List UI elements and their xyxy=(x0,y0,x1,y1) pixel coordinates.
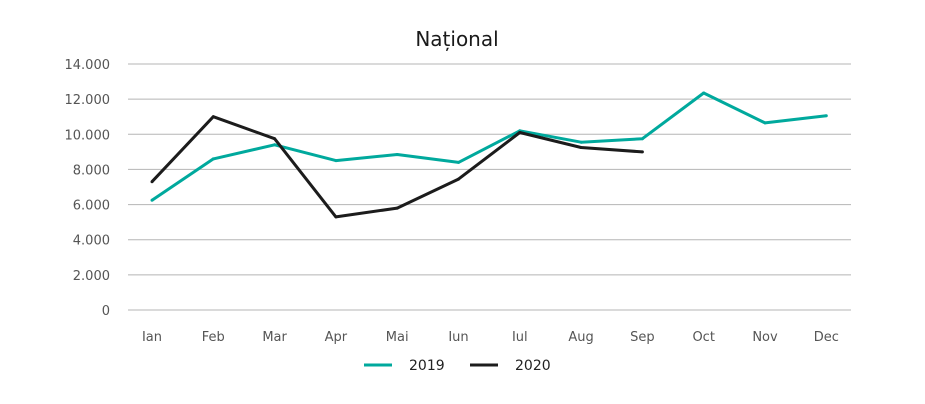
x-tick-label: Apr xyxy=(325,330,348,345)
data-point-2020-Iun xyxy=(457,177,460,181)
x-axis: Ian Feb Mar Apr Mai Iun Iul Aug Sep Oct Nov Dec xyxy=(142,330,839,345)
y-tick-label: 0 xyxy=(102,304,110,319)
x-tick-label: Iul xyxy=(512,330,528,345)
y-tick-label: 14.000 xyxy=(65,58,111,73)
data-point-2020-Feb xyxy=(211,115,215,119)
data-point-2019-Mai xyxy=(395,153,399,156)
y-tick-label: 10.000 xyxy=(65,128,111,143)
data-point-2019-Oct xyxy=(702,91,706,95)
data-point-2019-Iun xyxy=(457,160,460,164)
data-point-2020-Sep xyxy=(640,150,644,154)
data-point-2020-Aug xyxy=(579,146,583,149)
legend-label-2020: 2020 xyxy=(515,358,551,374)
series-layer xyxy=(150,91,828,219)
x-tick-label: Mar xyxy=(262,330,287,345)
x-tick-label: Nov xyxy=(752,330,778,345)
data-point-2020-Mai xyxy=(395,206,399,210)
data-point-2020-Iul xyxy=(518,131,522,134)
x-tick-label: Dec xyxy=(814,330,839,345)
x-tick-label: Sep xyxy=(630,330,655,345)
x-tick-label: Iun xyxy=(448,330,468,345)
y-axis: 0 2.000 4.000 6.000 8.000 10.000 12.000 14.000 xyxy=(65,58,111,319)
grid-layer xyxy=(128,63,851,311)
data-point-2019-Feb xyxy=(211,157,215,161)
y-tick-label: 6.000 xyxy=(73,199,110,214)
data-point-2019-Nov xyxy=(763,121,767,125)
data-point-2020-Mar xyxy=(273,137,277,141)
x-tick-label: Oct xyxy=(692,330,714,345)
chart-title: Național xyxy=(415,27,498,51)
y-tick-label: 12.000 xyxy=(65,93,111,108)
data-point-2019-Dec xyxy=(824,114,828,118)
data-point-2020-Ian xyxy=(150,180,154,184)
x-tick-label: Feb xyxy=(202,330,225,345)
data-point-2019-Apr xyxy=(334,159,338,163)
data-point-2019-Ian xyxy=(150,198,154,202)
y-tick-label: 2.000 xyxy=(73,269,110,284)
data-point-2020-Apr xyxy=(334,215,338,219)
data-point-2019-Sep xyxy=(640,137,644,141)
x-tick-label: Mai xyxy=(386,330,409,345)
x-tick-label: Aug xyxy=(568,330,593,345)
legend-item-2019: 2019 xyxy=(364,358,445,374)
legend-item-2020: 2020 xyxy=(470,358,551,374)
series-line-2020 xyxy=(150,115,643,219)
data-point-2019-Mar xyxy=(273,143,277,147)
x-tick-label: Ian xyxy=(142,330,162,345)
legend: 2019 2020 xyxy=(364,358,551,374)
y-tick-label: 8.000 xyxy=(73,163,110,178)
legend-label-2019: 2019 xyxy=(409,358,445,374)
data-point-2019-Aug xyxy=(579,140,583,144)
series-line-2019 xyxy=(151,91,827,202)
y-tick-label: 4.000 xyxy=(73,234,110,249)
